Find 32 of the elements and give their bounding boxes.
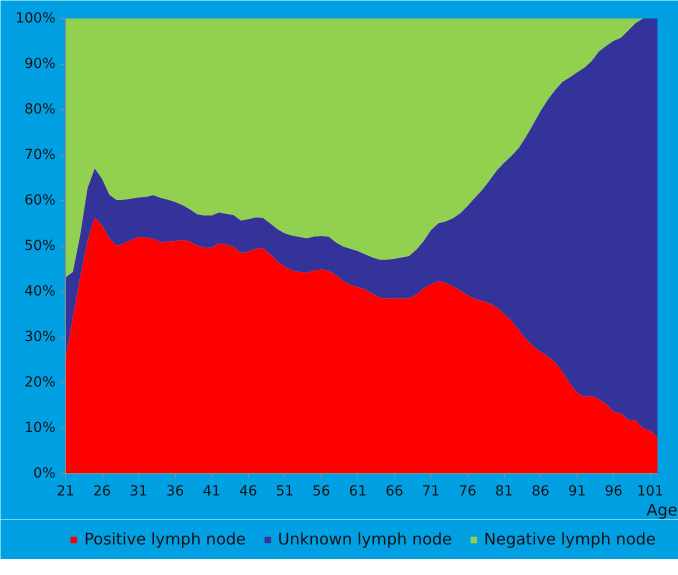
y-tick-label: 30%	[24, 329, 56, 345]
legend-label: Unknown lymph node	[278, 530, 452, 548]
y-tick-label: 10%	[24, 420, 56, 436]
y-tick-label: 100%	[15, 10, 56, 26]
legend-label: Positive lymph node	[84, 530, 246, 548]
y-tick-label: 0%	[33, 466, 56, 482]
y-tick-label: 40%	[24, 284, 56, 300]
y-tick-label: 20%	[24, 374, 56, 390]
x-axis-title: Age	[646, 500, 678, 520]
y-tick-label: 90%	[24, 56, 56, 72]
y-tick-label: 60%	[24, 192, 56, 208]
x-tick-label: 41	[202, 484, 221, 500]
x-tick-label: 36	[166, 484, 184, 500]
x-tick-label: 101	[636, 484, 664, 500]
y-tick-label: 80%	[24, 102, 56, 118]
x-tick-label: 51	[276, 484, 294, 500]
x-tick-label: 71	[422, 484, 440, 500]
y-tick-label: 70%	[24, 147, 56, 163]
y-tick-label: 50%	[24, 238, 56, 254]
x-tick-label: 76	[458, 484, 476, 500]
x-tick-label: 26	[93, 484, 112, 500]
x-tick-label: 96	[604, 484, 623, 500]
x-tick-label: 61	[348, 484, 367, 500]
x-tick-label: 46	[239, 484, 258, 500]
legend-label: Negative lymph node	[484, 530, 656, 548]
x-tick-label: 31	[130, 484, 148, 500]
x-tick-label: 56	[312, 484, 330, 500]
x-tick-label: 91	[568, 484, 586, 500]
x-tick-label: 81	[495, 484, 513, 500]
x-tick-label: 66	[385, 484, 404, 500]
x-tick-label: 21	[56, 484, 74, 500]
x-tick-label: 86	[532, 484, 550, 500]
